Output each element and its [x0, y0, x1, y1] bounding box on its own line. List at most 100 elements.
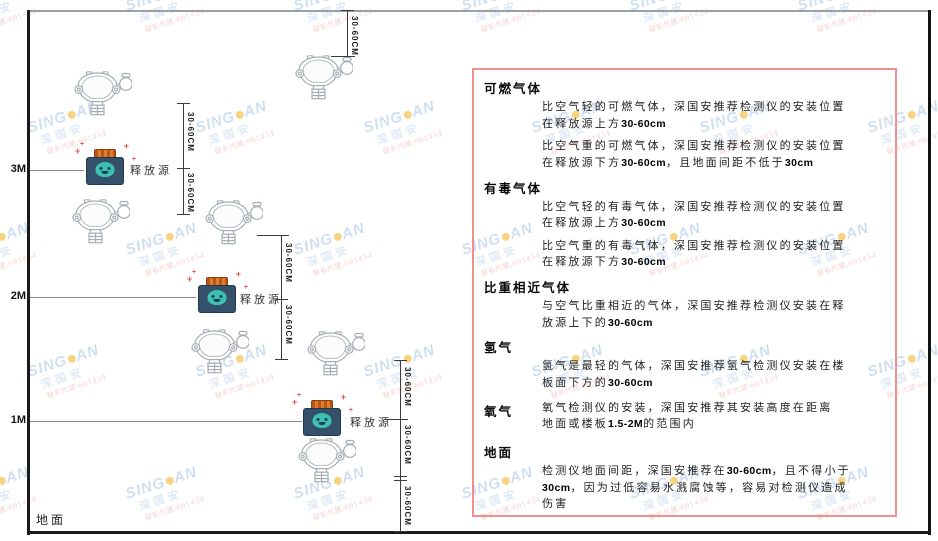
- watermark-contact: 联系代理:661434: [0, 251, 38, 279]
- panel-section-body: 与空气比重相近的气体，深国安推荐检测仪安装在释放源上下的30-60cm: [542, 298, 856, 331]
- panel-paragraph: 氧气检测仪的安装，深国安推荐其安装高度在距离地面或楼板1.5-2M的范围内: [542, 400, 833, 431]
- ground-line: [27, 531, 931, 534]
- gas-detector-icon: [191, 329, 249, 374]
- panel-section: 有毒气体比空气轻的有毒气体，深国安推荐检测仪的安装位置在释放源上方30-60cm…: [484, 178, 883, 272]
- dimension-line: 30-60CM 30-60CM 30-60CM: [384, 360, 412, 532]
- watermark-dot-icon: [234, 109, 245, 120]
- panel-section-title: 有毒气体: [484, 180, 543, 196]
- watermark-brand-cn: 深国安: [207, 120, 255, 148]
- watermark-brand-cn: 深国安: [0, 486, 17, 514]
- panel-section-title: 氢气: [484, 340, 514, 356]
- watermark-brand-cn: 深国安: [39, 120, 87, 148]
- panel-paragraph: 氢气是最轻的气体，深国安推荐氢气检测仪安装在楼板面下方的30-60cm: [542, 359, 846, 389]
- watermark-contact: 联系代理:661434: [45, 373, 108, 401]
- dimension-label: 30-60CM: [403, 367, 412, 407]
- watermark-contact: 联系代理:661434: [143, 495, 206, 523]
- panel-section: 比重相近气体与空气比重相近的气体，深国安推荐检测仪安装在释放源上下的30-60c…: [484, 277, 883, 331]
- watermark-dot-icon: [0, 231, 7, 242]
- panel-paragraph: 比空气轻的有毒气体，深国安推荐检测仪的安装位置在释放源上方30-60cm: [542, 199, 846, 230]
- panel-section-title: 地面: [484, 444, 514, 460]
- watermark-brand-cn: 深国安: [641, 0, 689, 26]
- right-wall-line: [928, 10, 931, 535]
- height-reference-line-1m: [30, 421, 302, 422]
- panel-paragraph: 比空气重的可燃气体，深国安推荐检测仪的安装位置在释放源下方30-60cm，且地面…: [542, 139, 846, 169]
- dimension-label: 30-60CM: [186, 173, 195, 213]
- release-source-label: 释放源: [130, 164, 172, 177]
- info-panel-content: 可燃气体比空气轻的可燃气体，深国安推荐检测仪的安装位置在释放源上方30-60cm…: [484, 78, 883, 513]
- gas-detector-icon: [307, 331, 365, 376]
- panel-section-body: 氢气是最轻的气体，深国安推荐氢气检测仪安装在楼板面下方的30-60cm: [542, 358, 856, 391]
- source-face: [95, 162, 115, 177]
- panel-section-title: 可燃气体: [484, 81, 543, 96]
- watermark-brand-cn: 深国安: [137, 242, 185, 270]
- watermark-dot-icon: [402, 109, 413, 120]
- watermark-dot-icon: [0, 475, 7, 486]
- watermark-brand-cn: 深国安: [0, 242, 17, 270]
- spark-icon: +: [75, 146, 81, 156]
- watermark-brand-cn: 深国安: [473, 0, 521, 26]
- gas-detector-icon: [295, 55, 353, 100]
- release-source-label: 释放源: [350, 416, 392, 429]
- release-source-icon: + + + +: [292, 392, 353, 436]
- panel-paragraph: 比空气轻的可燃气体，深国安推荐检测仪的安装位置在释放源上方30-60cm: [542, 100, 846, 130]
- watermark-dot-icon: [906, 353, 917, 364]
- gas-detector-icon: [205, 200, 263, 245]
- source-jar: [86, 157, 124, 185]
- dimension-label: 30-60CM: [186, 112, 195, 152]
- panel-section-body: 氧气检测仪的安装，深国安推荐其安装高度在距离地面或楼板1.5-2M的范围内: [542, 398, 842, 439]
- release-source-icon: + + + +: [75, 141, 136, 185]
- panel-section: 氧气 氧气检测仪的安装，深国安推荐其安装高度在距离地面或楼板1.5-2M的范围内: [484, 398, 883, 439]
- source-face: [207, 290, 227, 305]
- dimension-line: 30-60CM: [331, 10, 359, 57]
- panel-paragraph: 比空气重的有毒气体，深国安推荐检测仪的安装位置在释放源下方30-60cm: [542, 238, 846, 269]
- watermark-brand-cn: 深国安: [0, 0, 17, 26]
- watermark-dot-icon: [906, 109, 917, 120]
- panel-section: 地面 检测仪地面间距，深国安推荐在30-60cm，且不得小于30cm，因为过低容易…: [484, 442, 883, 513]
- watermark-contact: 联系代理:661434: [311, 251, 374, 279]
- watermark-brand-cn: 深国安: [305, 242, 353, 270]
- dimension-label: 30-60CM: [350, 16, 359, 56]
- spark-icon: +: [243, 284, 248, 291]
- watermark-dot-icon: [402, 353, 413, 364]
- panel-section-body: 比空气轻的可燃气体，深国安推荐检测仪的安装位置在释放源上方30-60cm 比空气重…: [542, 99, 856, 172]
- gas-detector-icon: [298, 438, 356, 483]
- watermark-contact: 联系代理:661434: [311, 495, 374, 523]
- panel-section-body: 比空气轻的有毒气体，深国安推荐检测仪的安装位置在释放源上方30-60cm 比空气重…: [542, 199, 856, 272]
- info-panel: 可燃气体比空气轻的可燃气体，深国安推荐检测仪的安装位置在释放源上方30-60cm…: [472, 68, 897, 517]
- panel-section-title: 氧气: [484, 403, 514, 419]
- panel-section: 可燃气体比空气轻的可燃气体，深国安推荐检测仪的安装位置在释放源上方30-60cm…: [484, 78, 883, 172]
- axis-label-1m: 1M: [10, 414, 26, 426]
- source-face: [312, 413, 332, 428]
- panel-paragraph: 与空气比重相近的气体，深国安推荐检测仪安装在释放源上下的30-60cm: [542, 299, 846, 329]
- spark-icon: +: [192, 269, 197, 276]
- dimension-line: 30-60CM 30-60CM: [257, 235, 293, 360]
- spark-icon: +: [131, 156, 136, 163]
- height-reference-line-2m: [30, 297, 196, 298]
- dimension-label: 30-60CM: [403, 425, 412, 465]
- watermark-contact: 联系代理:661434: [213, 129, 276, 157]
- axis-label-3m: 3M: [10, 163, 26, 175]
- watermark-dot-icon: [164, 475, 175, 486]
- panel-section-title: 比重相近气体: [484, 280, 572, 295]
